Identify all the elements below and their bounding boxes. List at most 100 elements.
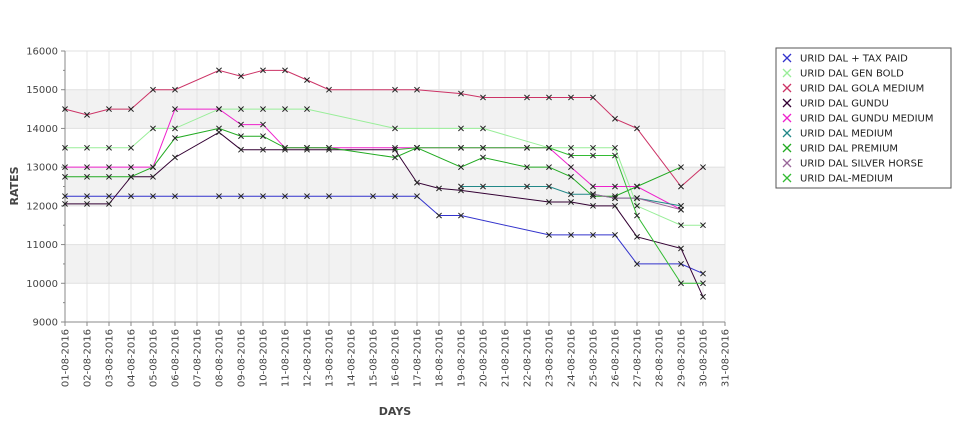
series-line [64,69,704,188]
data-point-marker [304,106,310,113]
y-tick-label: 12000 [26,201,58,212]
data-point-marker [282,193,288,200]
data-point-marker [612,183,618,190]
x-tick-label: 14-08-2016 [347,329,358,387]
data-point-marker [678,280,684,287]
x-tick-label: 06-08-2016 [171,329,182,387]
data-point-marker [590,202,596,209]
legend-marker [782,83,792,93]
data-point-marker [172,135,178,142]
x-tick-label: 11-08-2016 [281,329,292,387]
data-point-marker [172,125,178,132]
data-point-marker [150,193,156,200]
axes: 9000 10000 11000 12000 13000 14000 15000 16000 0… [26,47,731,388]
data-point-marker [392,154,398,161]
data-point-marker [172,86,178,93]
data-point-marker [524,183,530,190]
x-tick-label: 02-08-2016 [83,329,94,387]
data-point-marker [480,183,486,190]
data-point-marker [414,193,420,200]
data-point-marker [150,173,156,180]
data-point-marker [700,293,706,300]
data-point-marker [612,144,618,151]
data-point-marker [568,144,574,151]
data-point-marker [62,106,68,113]
data-point-marker [238,121,244,128]
legend-label: URID DAL GUNDU MEDIUM [800,114,934,125]
data-point-marker [326,86,332,93]
data-point-marker [612,152,618,159]
legend-marker [782,158,792,168]
data-point-marker [458,125,464,132]
x-tick-label: 18-08-2016 [435,329,446,387]
data-point-marker [304,77,310,83]
data-point-marker [106,200,112,207]
y-tick-label: 13000 [26,163,58,174]
data-point-marker [414,179,420,186]
data-point-marker [282,67,288,74]
data-point-marker [172,106,178,113]
x-tick-label: 10-08-2016 [259,329,270,387]
legend-marker [782,53,792,63]
data-point-marker [458,212,464,219]
data-point-marker [150,86,156,93]
x-tick-label: 29-08-2016 [677,329,688,387]
data-point-marker [458,144,464,151]
x-tick-label: 08-08-2016 [215,329,226,387]
data-point-marker [62,164,68,171]
x-tick-label: 23-08-2016 [545,329,556,387]
series-group [392,144,706,287]
legend-label: URID DAL SILVER HORSE [800,159,923,170]
data-point-marker [326,193,332,200]
data-point-marker [524,94,530,101]
series-group [62,193,706,277]
x-tick-label: 21-08-2016 [501,329,512,387]
data-point-marker [546,94,552,101]
x-tick-label: 04-08-2016 [127,329,138,387]
data-point-marker [568,164,574,171]
data-point-marker [634,195,640,202]
x-tick-label: 09-08-2016 [237,329,248,387]
data-point-marker [612,195,618,202]
data-point-marker [282,144,288,151]
data-point-marker [216,125,222,132]
legend: URID DAL + TAX PAID URID DAL GEN BOLD URID… [775,47,952,189]
series-group [62,67,706,190]
data-point-marker [546,199,552,205]
x-tick-label: 27-08-2016 [633,329,644,387]
data-point-marker [260,67,266,74]
data-point-marker [678,183,684,190]
data-point-marker [700,270,706,277]
x-tick-label: 05-08-2016 [149,329,160,387]
x-tick-label: 20-08-2016 [479,329,490,387]
data-point-marker [216,106,222,113]
data-point-marker [480,94,486,101]
legend-marker [782,98,792,108]
data-point-marker [678,245,684,252]
data-point-marker [370,193,376,200]
legend-label: URID DAL-MEDIUM [800,174,893,185]
series-line [394,147,703,284]
legend-marker [782,173,792,183]
data-point-marker [150,125,156,132]
series-line [65,195,704,275]
data-point-marker [590,94,596,101]
data-point-marker [260,121,266,128]
data-point-marker [700,222,706,229]
data-point-marker [414,86,420,93]
data-point-marker [392,125,398,132]
data-point-marker [634,260,640,267]
data-point-marker [458,164,464,171]
data-point-marker [568,173,574,180]
data-point-marker [568,199,574,205]
data-point-marker [546,164,552,171]
x-tick-label: 28-08-2016 [655,329,666,387]
data-point-marker [106,193,112,200]
x-tick-label: 22-08-2016 [523,329,534,387]
data-point-marker [84,173,90,180]
data-point-marker [62,200,68,207]
data-point-marker [568,231,574,238]
data-point-marker [326,144,332,151]
data-point-marker [634,212,640,219]
